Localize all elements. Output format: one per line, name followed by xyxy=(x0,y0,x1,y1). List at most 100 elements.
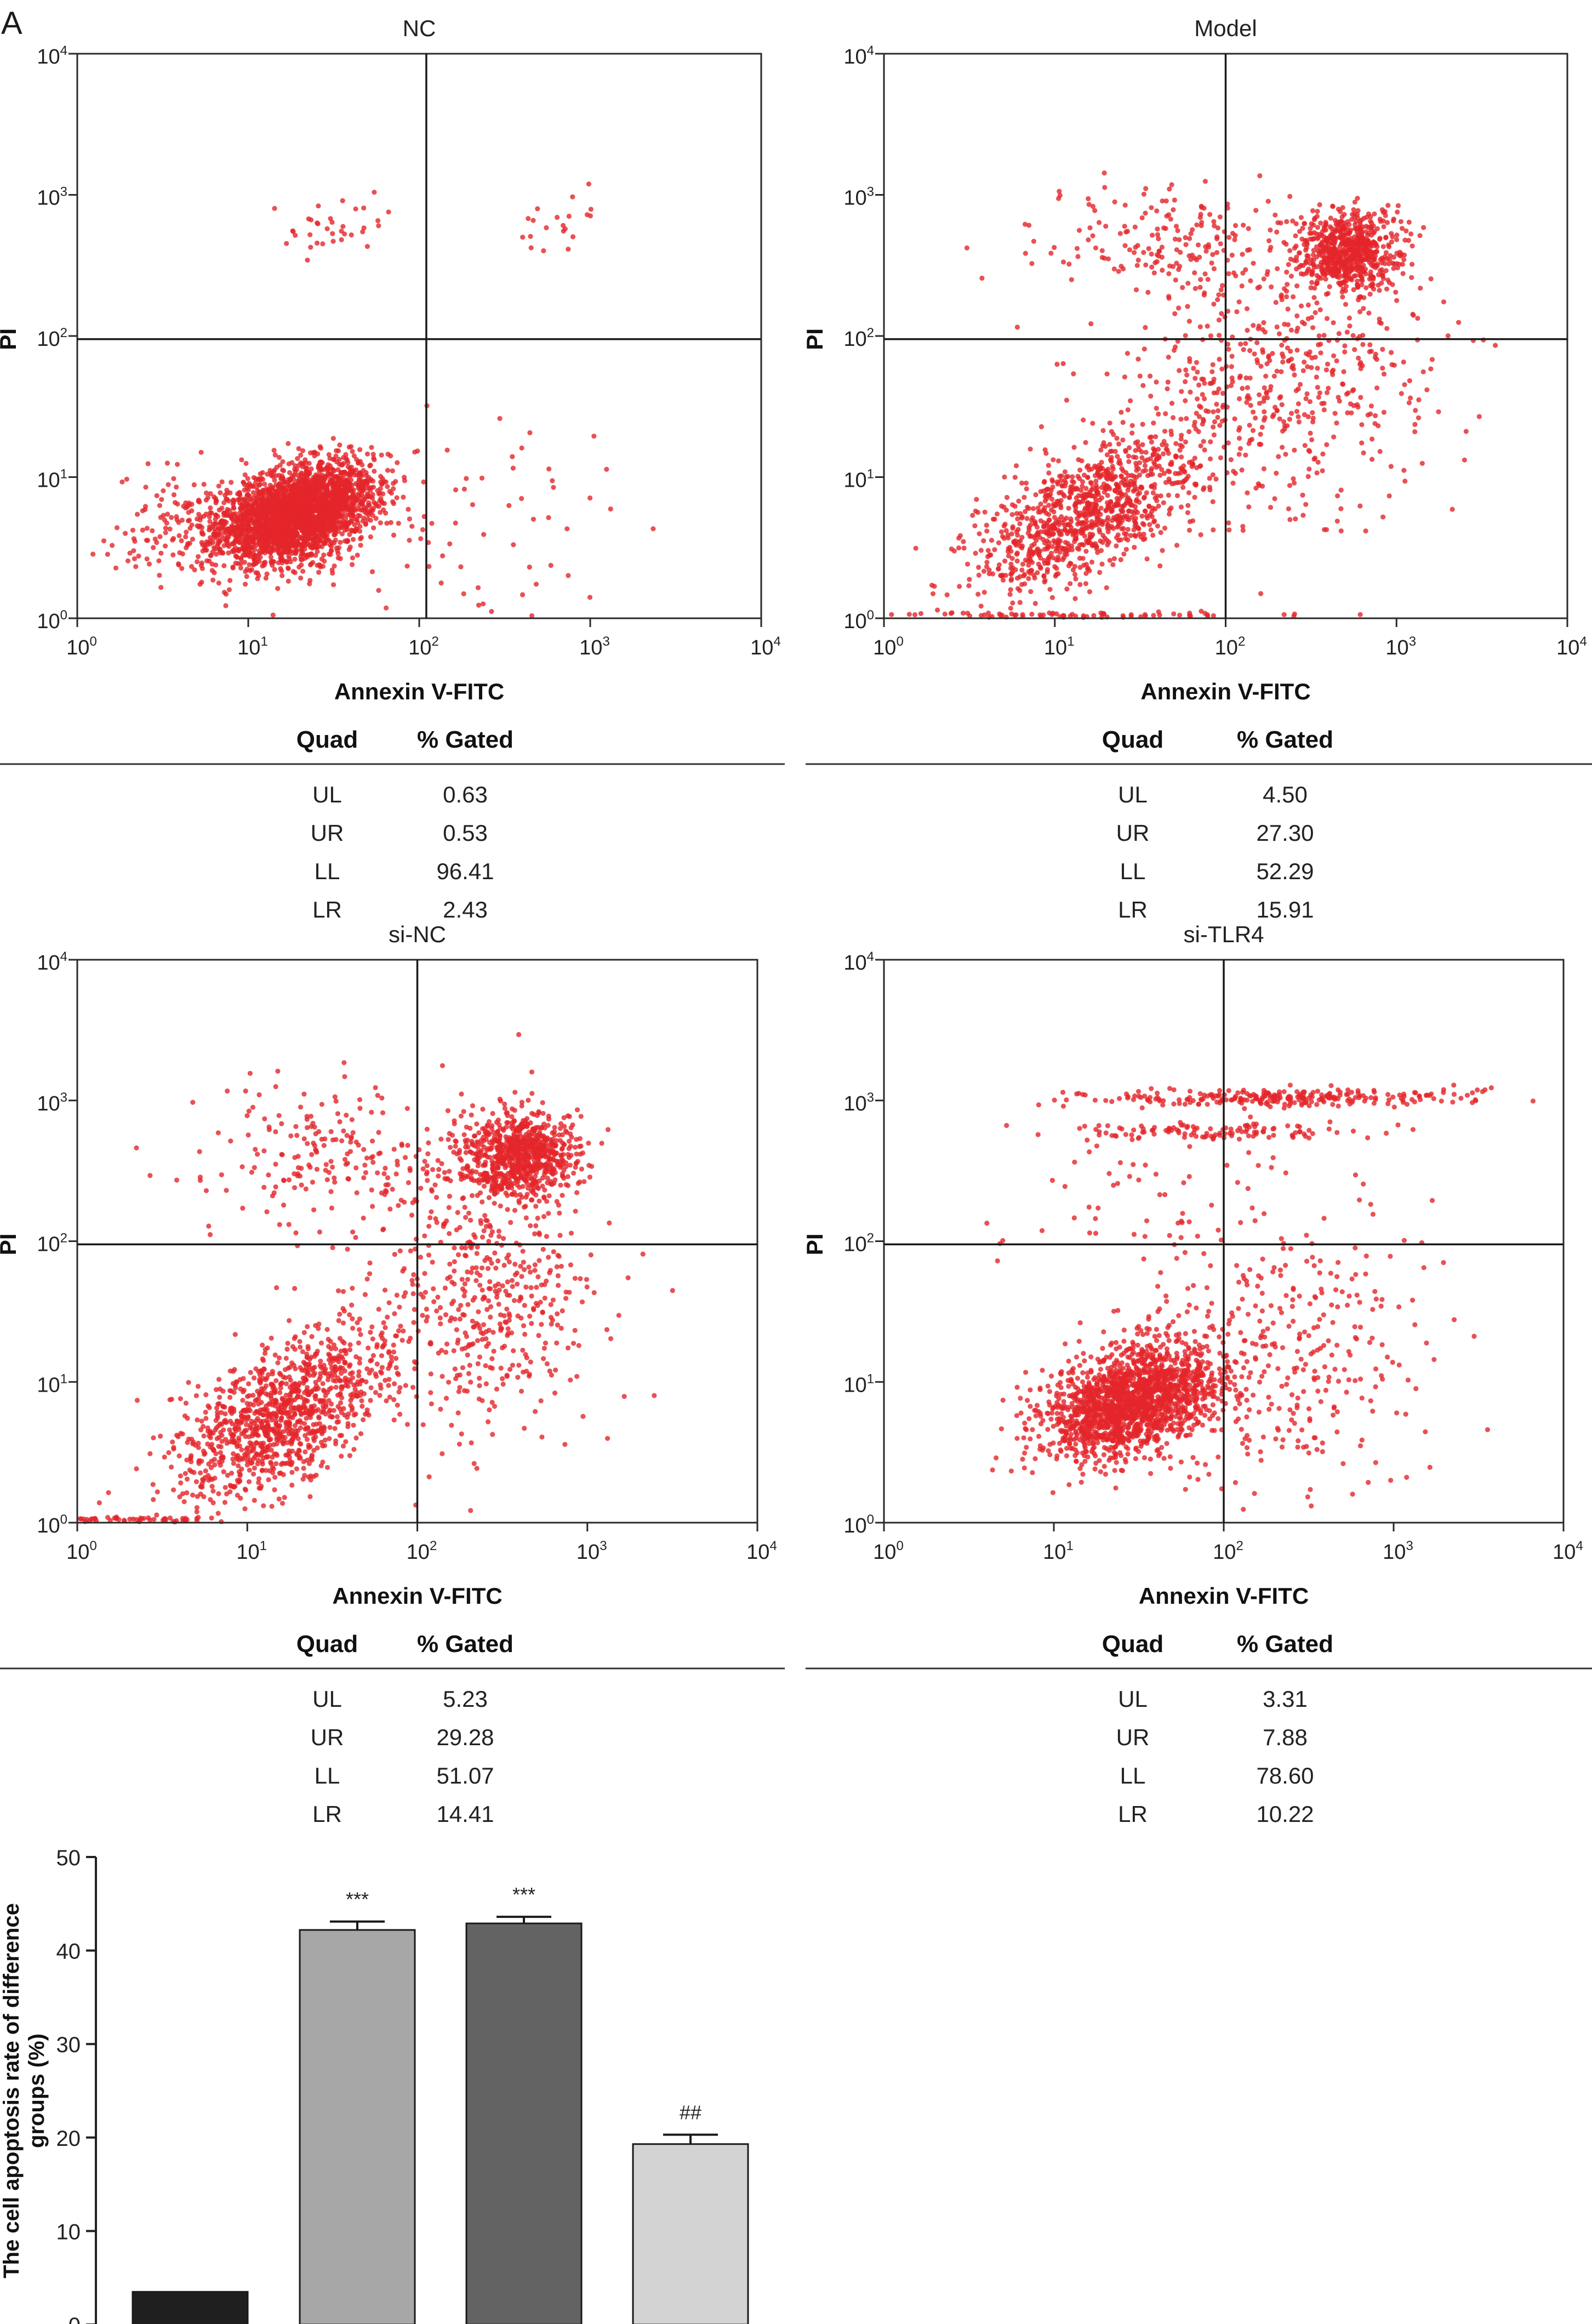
data-point xyxy=(1080,530,1086,536)
data-point xyxy=(308,450,313,455)
data-point xyxy=(317,474,323,480)
data-point xyxy=(1314,264,1320,270)
data-point xyxy=(1303,502,1309,507)
data-point xyxy=(1126,453,1131,459)
data-point xyxy=(358,543,363,548)
data-point xyxy=(175,462,180,467)
data-point xyxy=(1114,436,1120,441)
y-tick-label: 103 xyxy=(37,185,67,210)
data-point xyxy=(913,545,918,551)
data-point xyxy=(1476,414,1482,419)
data-point xyxy=(1048,550,1054,556)
data-point xyxy=(340,198,345,203)
data-point xyxy=(1109,523,1114,529)
data-point xyxy=(372,469,377,474)
data-point xyxy=(1284,269,1289,275)
data-point xyxy=(1096,463,1102,468)
data-point xyxy=(1068,581,1073,586)
data-point xyxy=(528,233,533,239)
data-point xyxy=(984,560,990,565)
data-point xyxy=(341,472,346,479)
data-point xyxy=(1314,374,1319,380)
data-point xyxy=(1054,566,1059,571)
data-point xyxy=(1104,452,1110,458)
data-point xyxy=(461,591,466,596)
data-point xyxy=(984,564,990,569)
data-point xyxy=(1349,410,1354,415)
data-point xyxy=(1355,212,1360,217)
data-point xyxy=(212,570,217,576)
data-point xyxy=(1083,440,1088,446)
data-point xyxy=(203,490,209,496)
data-point xyxy=(267,506,272,512)
data-point xyxy=(1088,480,1093,485)
table-cell-value: 0.63 xyxy=(443,782,488,807)
data-point xyxy=(546,515,551,521)
data-point xyxy=(208,541,213,546)
data-point xyxy=(281,534,287,540)
data-point xyxy=(361,498,366,504)
data-point xyxy=(1020,561,1026,567)
data-point xyxy=(1066,505,1071,511)
data-point xyxy=(151,545,156,550)
data-point xyxy=(1095,550,1100,555)
data-point xyxy=(1327,284,1332,289)
data-point xyxy=(566,247,571,252)
x-tick-label: 100 xyxy=(66,634,97,659)
data-point xyxy=(180,551,185,557)
data-point xyxy=(555,214,560,220)
data-point xyxy=(248,544,253,550)
data-point xyxy=(284,241,289,246)
data-point xyxy=(1154,406,1159,411)
x-tick-label: 104 xyxy=(750,634,781,659)
data-point xyxy=(244,574,249,579)
data-point xyxy=(1094,517,1100,522)
data-point xyxy=(1143,449,1149,455)
data-point xyxy=(977,531,982,537)
data-point xyxy=(1137,490,1143,495)
data-point xyxy=(1032,521,1038,527)
data-point xyxy=(1311,295,1317,300)
data-point xyxy=(388,453,393,459)
data-point xyxy=(1402,382,1407,388)
data-point xyxy=(231,525,237,531)
data-point xyxy=(238,525,243,530)
data-point xyxy=(330,436,336,441)
data-point xyxy=(1183,398,1188,403)
data-point xyxy=(1153,434,1159,440)
data-point xyxy=(1049,595,1055,600)
data-point xyxy=(370,492,375,497)
data-point xyxy=(982,590,987,595)
data-point xyxy=(283,511,288,517)
data-point xyxy=(1208,439,1213,445)
data-point xyxy=(320,241,326,247)
data-point xyxy=(1401,257,1407,263)
data-point xyxy=(381,479,387,485)
data-point xyxy=(1077,468,1083,473)
data-point xyxy=(1006,553,1012,559)
data-point xyxy=(562,226,568,232)
data-point xyxy=(1217,423,1223,428)
data-point xyxy=(1156,411,1161,417)
data-point xyxy=(163,543,168,549)
data-point xyxy=(1368,218,1373,224)
data-point xyxy=(1062,478,1068,483)
data-point xyxy=(1103,473,1109,479)
tick-base: 10 xyxy=(37,45,60,69)
data-point xyxy=(1028,589,1034,594)
data-point xyxy=(255,576,260,582)
data-point xyxy=(329,567,335,573)
data-point xyxy=(551,485,556,490)
data-point xyxy=(216,483,221,489)
data-point xyxy=(322,522,328,528)
data-point xyxy=(145,461,151,466)
data-point xyxy=(1285,282,1290,287)
data-point xyxy=(949,546,954,552)
data-point xyxy=(1008,566,1014,571)
data-point xyxy=(366,512,372,518)
data-point xyxy=(272,452,278,458)
data-point xyxy=(1149,514,1155,520)
data-point xyxy=(391,532,397,538)
data-point xyxy=(158,550,164,556)
